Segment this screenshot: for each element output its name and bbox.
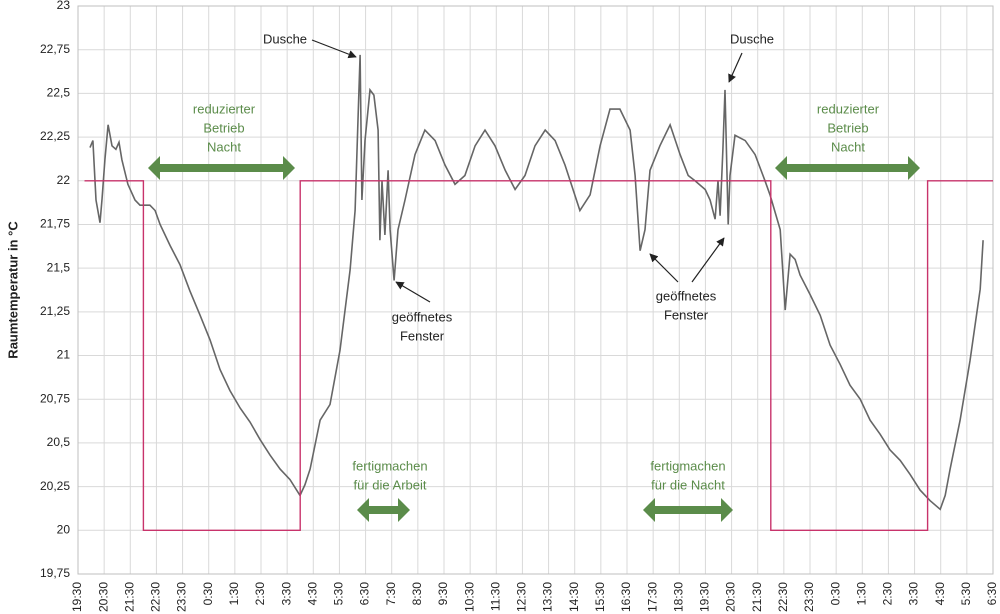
- y-tick-label: 22,5: [47, 86, 71, 100]
- x-tick-label: 23:30: [175, 582, 189, 612]
- annotation-arrow: [649, 253, 679, 283]
- x-tick-label: 1:30: [227, 582, 241, 606]
- annotation-arrow: [691, 237, 725, 283]
- plot-border: [77, 5, 994, 575]
- annotation-text: Betrieb: [827, 120, 868, 135]
- y-tick-label: 20,5: [47, 435, 71, 449]
- double-arrow: [643, 498, 733, 522]
- annotation-arrow: [311, 39, 357, 59]
- y-tick-label: 21,5: [47, 260, 71, 274]
- double-arrow: [357, 498, 410, 522]
- annotation-arrow: [728, 52, 743, 83]
- annotation-text: fertigmachen: [650, 458, 725, 473]
- x-tick-label: 8:30: [410, 582, 424, 606]
- annotation-text: geöffnetes: [392, 309, 453, 324]
- double-arrow: [148, 156, 295, 180]
- y-tick-label: 22: [57, 173, 71, 187]
- x-tick-label: 1:30: [854, 582, 868, 606]
- y-axis-title: Raumtemperatur in °C: [5, 221, 20, 359]
- y-tick-label: 21,75: [40, 217, 70, 231]
- annotation-text: Dusche: [730, 31, 774, 46]
- x-tick-label: 22:30: [776, 582, 790, 612]
- annotation-text: für die Nacht: [651, 477, 725, 492]
- x-tick-label: 4:30: [305, 582, 319, 606]
- x-tick-label: 21:30: [750, 582, 764, 612]
- x-tick-label: 11:30: [488, 582, 502, 611]
- x-tick-label: 19:30: [70, 582, 84, 612]
- annotation-text: reduzierter: [193, 101, 256, 116]
- annotation-text: Nacht: [831, 139, 865, 154]
- x-tick-label: 3:30: [279, 582, 293, 606]
- y-tick-label: 20,25: [40, 479, 70, 493]
- x-tick-label: 14:30: [567, 582, 581, 612]
- x-tick-label: 0:30: [201, 582, 215, 606]
- series-line: [84, 180, 993, 531]
- x-tick-label: 2:30: [881, 582, 895, 606]
- x-tick-label: 13:30: [541, 582, 555, 612]
- y-tick-label: 22,25: [40, 129, 70, 143]
- annotation-text: für die Arbeit: [354, 477, 427, 492]
- x-tick-label: 5:30: [332, 582, 346, 606]
- x-tick-label: 16:30: [619, 582, 633, 612]
- y-tick-label: 21,25: [40, 304, 70, 318]
- x-tick-label: 20:30: [724, 582, 738, 612]
- y-tick-label: 20,75: [40, 391, 70, 405]
- annotation-text: reduzierter: [817, 101, 880, 116]
- annotation-text: Fenster: [664, 307, 709, 322]
- x-tick-label: 3:30: [907, 582, 921, 606]
- y-tick-label: 19,75: [40, 566, 70, 580]
- x-tick-label: 23:30: [802, 582, 816, 612]
- x-tick-label: 5:30: [959, 582, 973, 606]
- x-tick-label: 6:30: [985, 582, 999, 606]
- annotation-text: fertigmachen: [352, 458, 427, 473]
- x-tick-label: 12:30: [515, 582, 529, 612]
- annotation-text: geöffnetes: [656, 288, 717, 303]
- x-tick-label: 6:30: [358, 582, 372, 606]
- x-tick-label: 19:30: [698, 582, 712, 612]
- annotation-text: Dusche: [263, 31, 307, 46]
- x-tick-label: 10:30: [462, 582, 476, 612]
- annotation-text: Nacht: [207, 139, 241, 154]
- y-tick-label: 23: [57, 0, 71, 12]
- annotation-text: Betrieb: [203, 120, 244, 135]
- series-line: [89, 54, 984, 511]
- x-tick-label: 9:30: [436, 582, 450, 606]
- x-tick-label: 4:30: [933, 582, 947, 606]
- x-tick-label: 22:30: [149, 582, 163, 612]
- double-arrow: [775, 156, 920, 180]
- x-tick-label: 17:30: [645, 582, 659, 612]
- x-tick-label: 0:30: [828, 582, 842, 606]
- x-tick-label: 18:30: [671, 582, 685, 612]
- y-tick-label: 20: [57, 522, 71, 536]
- annotation-arrow: [395, 281, 431, 303]
- x-tick-label: 15:30: [593, 582, 607, 612]
- y-tick-label: 22,75: [40, 42, 70, 56]
- annotation-text: Fenster: [400, 328, 445, 343]
- x-tick-label: 20:30: [96, 582, 110, 612]
- x-tick-label: 21:30: [122, 582, 136, 612]
- y-tick-label: 21: [57, 348, 71, 362]
- x-tick-label: 2:30: [253, 582, 267, 606]
- x-tick-label: 7:30: [384, 582, 398, 606]
